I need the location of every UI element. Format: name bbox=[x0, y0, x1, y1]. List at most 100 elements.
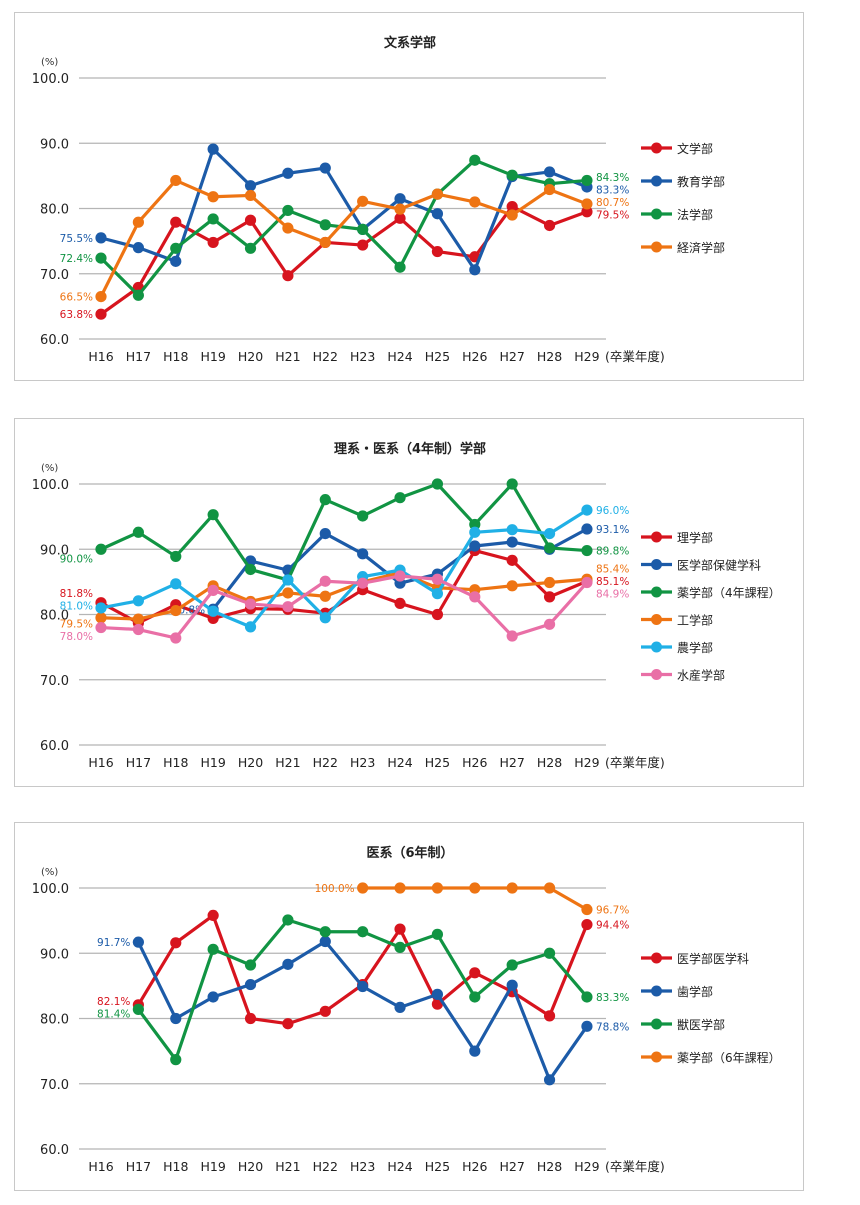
data-point bbox=[357, 980, 369, 993]
data-point bbox=[319, 219, 331, 231]
x-tick-label: H28 bbox=[537, 349, 562, 364]
y-tick-label: 100.0 bbox=[32, 478, 69, 493]
data-point bbox=[394, 261, 406, 273]
data-point bbox=[394, 1001, 406, 1014]
data-point bbox=[170, 604, 182, 617]
legend-label: 獣医学部 bbox=[677, 1017, 725, 1032]
data-point bbox=[469, 991, 481, 1003]
x-tick-label: H19 bbox=[200, 755, 225, 770]
series-5: 78.0% 84.9% bbox=[60, 570, 629, 644]
data-point bbox=[506, 554, 518, 566]
data-point bbox=[506, 209, 518, 221]
data-point bbox=[394, 923, 406, 935]
data-point bbox=[543, 542, 556, 554]
data-point bbox=[95, 612, 107, 624]
y-tick-label: 60.0 bbox=[40, 739, 69, 754]
chart-svg: 文系学部 (%) 60.0 70.0 80.0 90.0 100.0 H16 H17 H18 H19… bbox=[32, 35, 725, 364]
y-tick-label: 70.0 bbox=[40, 1078, 69, 1093]
legend-label: 経済学部 bbox=[677, 240, 725, 255]
data-point bbox=[95, 602, 107, 614]
data-point bbox=[170, 1012, 182, 1025]
data-point bbox=[581, 523, 593, 535]
first-value-label: 91.7% bbox=[97, 937, 130, 949]
y-axis-unit: (%) bbox=[41, 867, 58, 878]
data-point bbox=[170, 255, 182, 267]
data-point bbox=[543, 183, 556, 196]
y-tick-label: 90.0 bbox=[40, 543, 69, 558]
chart-svg: 理系・医系（4年制）学部 (%) 60.0 70.0 80.0 90.0 100.0 H16 H… bbox=[32, 441, 781, 770]
legend-label: 医学部保健学科 bbox=[677, 558, 761, 573]
data-point bbox=[394, 203, 406, 215]
last-value-label: 78.8% bbox=[596, 1021, 629, 1033]
x-tick-label: H21 bbox=[275, 349, 300, 364]
data-point bbox=[282, 222, 294, 234]
data-point bbox=[244, 978, 257, 991]
data-point bbox=[244, 563, 257, 576]
y-axis-unit: (%) bbox=[41, 463, 58, 474]
first-value-label: 63.8% bbox=[60, 309, 93, 321]
x-tick-label: H29 bbox=[574, 349, 599, 364]
data-point bbox=[170, 550, 182, 563]
series-line bbox=[100, 482, 588, 582]
series-line bbox=[100, 508, 588, 629]
data-point bbox=[506, 882, 518, 894]
data-point bbox=[170, 578, 182, 590]
data-point bbox=[95, 543, 107, 555]
legend-swatch-marker bbox=[651, 614, 662, 625]
x-tick-label: H20 bbox=[238, 755, 263, 770]
data-point bbox=[170, 1054, 182, 1066]
data-point bbox=[469, 518, 481, 531]
data-point bbox=[319, 935, 331, 948]
x-tick-label: H21 bbox=[275, 755, 300, 770]
data-point bbox=[282, 574, 294, 586]
data-point bbox=[319, 527, 331, 540]
y-tick-label: 90.0 bbox=[40, 947, 69, 962]
x-tick-label: H23 bbox=[350, 1159, 375, 1174]
series-2: 72.4% 84.3% bbox=[60, 154, 629, 301]
last-value-label: 84.3% bbox=[596, 172, 629, 184]
x-tick-label: H22 bbox=[313, 755, 338, 770]
y-tick-label: 60.0 bbox=[40, 333, 69, 348]
y-tick-label: 100.0 bbox=[32, 72, 69, 87]
y-tick-label: 80.0 bbox=[40, 1013, 69, 1028]
data-point bbox=[207, 943, 219, 955]
data-point bbox=[469, 526, 481, 538]
data-point bbox=[207, 509, 219, 521]
data-point bbox=[543, 219, 556, 232]
data-point bbox=[207, 191, 219, 203]
legend-label: 文学部 bbox=[677, 141, 713, 156]
data-point bbox=[581, 991, 593, 1003]
series-line bbox=[99, 158, 588, 297]
x-axis-label: (卒業年度) bbox=[605, 755, 665, 770]
x-tick-label: H25 bbox=[425, 755, 450, 770]
data-point bbox=[244, 214, 257, 226]
first-value-label: 81.4% bbox=[97, 1008, 130, 1020]
data-point bbox=[506, 524, 518, 536]
last-value-label: 93.1% bbox=[596, 524, 629, 536]
data-point bbox=[170, 937, 182, 949]
data-point bbox=[132, 216, 144, 228]
x-tick-label: H26 bbox=[462, 349, 487, 364]
first-value-label: 79.5% bbox=[60, 619, 93, 631]
first-value-label: 78.0% bbox=[60, 631, 93, 643]
data-point bbox=[543, 527, 556, 540]
legend-item: 薬学部（4年課程） bbox=[641, 585, 781, 600]
legend-item: 経済学部 bbox=[641, 240, 725, 255]
data-point bbox=[95, 290, 107, 303]
data-point bbox=[357, 926, 369, 938]
data-point bbox=[581, 504, 593, 516]
data-point bbox=[581, 544, 593, 557]
chart-title: 理系・医系（4年制）学部 bbox=[334, 441, 486, 457]
data-point bbox=[282, 958, 294, 970]
data-point bbox=[132, 242, 144, 254]
last-value-label: 79.5% bbox=[596, 210, 629, 222]
x-tick-label: H25 bbox=[425, 1159, 450, 1174]
legend-item: 薬学部（6年課程） bbox=[641, 1050, 781, 1065]
data-point bbox=[282, 167, 294, 179]
x-axis-label: (卒業年度) bbox=[605, 349, 665, 364]
data-point bbox=[132, 613, 144, 625]
x-tick-label: H17 bbox=[126, 755, 151, 770]
data-point bbox=[207, 909, 219, 922]
x-tick-label: H29 bbox=[574, 755, 599, 770]
first-value-label: 100.0% bbox=[315, 883, 355, 895]
